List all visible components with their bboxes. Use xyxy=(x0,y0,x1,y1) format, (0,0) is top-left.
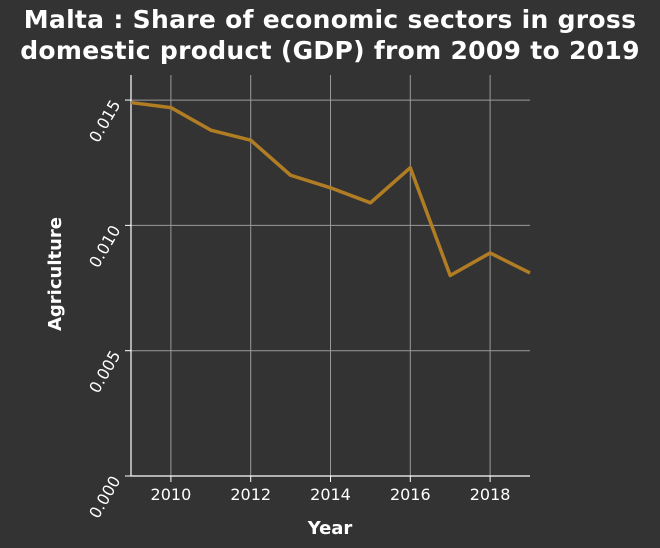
x-tick-label: 2014 xyxy=(310,485,351,504)
x-tick-label: 2016 xyxy=(390,485,431,504)
x-tick-label: 2012 xyxy=(230,485,271,504)
axes xyxy=(125,75,530,482)
y-tick-label: 0.010 xyxy=(85,222,124,271)
chart-title-line-1: Malta : Share of economic sectors in gro… xyxy=(23,5,637,34)
x-axis-label: Year xyxy=(307,518,353,539)
y-axis-label: Agriculture xyxy=(45,217,66,331)
x-tick-label: 2018 xyxy=(470,485,511,504)
y-tick-label: 0.000 xyxy=(85,473,124,522)
y-tick-label: 0.015 xyxy=(85,97,124,146)
x-tick-label: 2010 xyxy=(151,485,192,504)
chart-title: Malta : Share of economic sectors in gro… xyxy=(0,4,660,66)
grid xyxy=(131,75,530,477)
chart-title-line-2: domestic product (GDP) from 2009 to 2019 xyxy=(20,36,640,65)
series xyxy=(130,100,531,278)
y-tick-label: 0.005 xyxy=(85,347,124,396)
